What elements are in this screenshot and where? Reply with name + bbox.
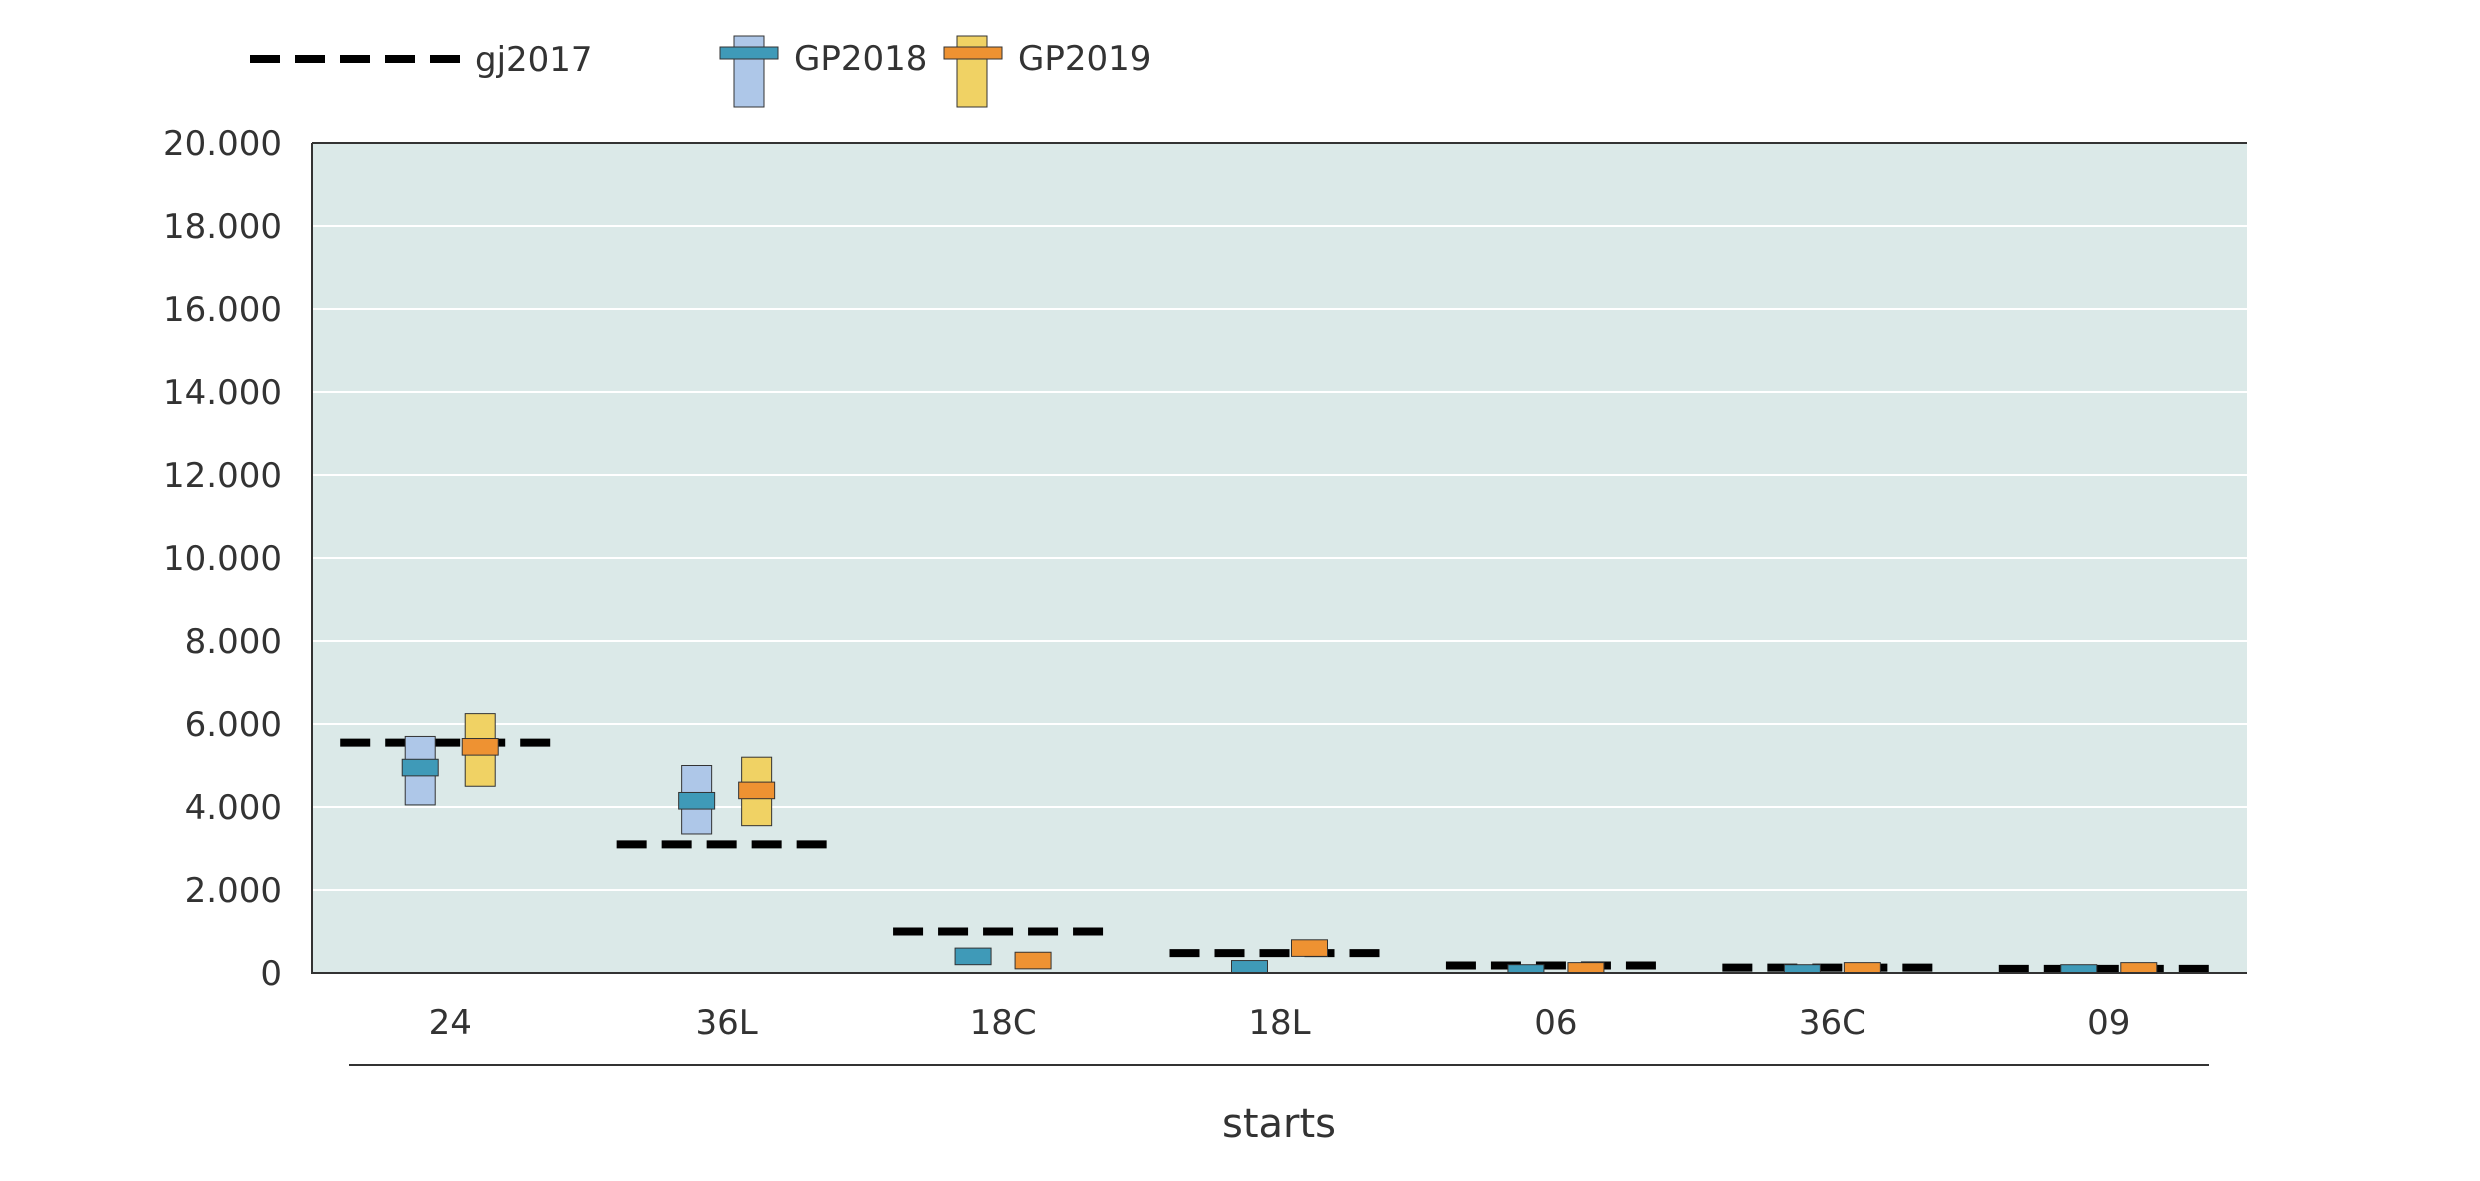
GP2019-inner-box [738,781,776,800]
y-tick-label: 0 [260,954,282,994]
x-axis-ticks: 24 36L 18C 18L 06 36C 09 [429,1003,2131,1043]
GP2018-inner-box [678,791,716,810]
y-tick-label: 6.000 [185,705,282,745]
y-tick-label: 10.000 [163,539,282,579]
y-tick-label: 8.000 [185,622,282,662]
y-tick-label: 12.000 [163,456,282,496]
y-tick-label: 16.000 [163,290,282,330]
legend-label-gj2017: gj2017 [475,40,593,80]
y-tick-label: 4.000 [185,788,282,828]
GP2019-inner-box [1843,962,1881,974]
y-axis-ticks: 0 2.000 4.000 6.000 8.000 10.000 12.000 14.000 1… [163,124,282,994]
y-tick-label: 14.000 [163,373,282,413]
gj2017-series [340,738,2219,973]
GP2018-inner-box [2060,964,2098,974]
GP2018-inner-box [1231,960,1268,974]
GP2019-inner-box [2120,962,2158,974]
GP2018-inner-box [954,947,992,966]
legend-swatch-GP2019 [943,35,1003,108]
y-tick-label: 18.000 [163,207,282,247]
GP2019-inner-box [1567,962,1605,974]
x-tick-label: 24 [429,1003,472,1043]
GP2018-inner-box [1783,964,1821,974]
GP2018-inner-box [401,758,439,777]
x-tick-label: 06 [1534,1003,1577,1043]
x-tick-label: 36C [1799,1003,1866,1043]
y-tick-label: 20.000 [163,124,282,164]
x-tick-label: 36L [696,1003,758,1043]
legend-swatch-GP2018 [719,35,779,108]
GP2019-inner-box [1014,951,1052,970]
x-tick-label: 18L [1248,1003,1310,1043]
x-tick-label: 09 [2087,1003,2130,1043]
GP2018-series [401,735,2098,974]
GP2019-series [461,713,2158,974]
gridlines [312,225,2247,891]
legend: gj2017 GP2018 GP2019 [250,35,1151,108]
GP2019-inner-box [461,738,499,756]
y-tick-label: 2.000 [185,871,282,911]
GP2018-inner-box [1507,964,1545,974]
x-axis-title: starts [1222,1101,1336,1147]
GP2019-inner-box [1291,939,1328,957]
legend-label-GP2019: GP2019 [1018,39,1151,79]
x-tick-label: 18C [970,1003,1037,1043]
legend-label-GP2018: GP2018 [794,39,927,79]
